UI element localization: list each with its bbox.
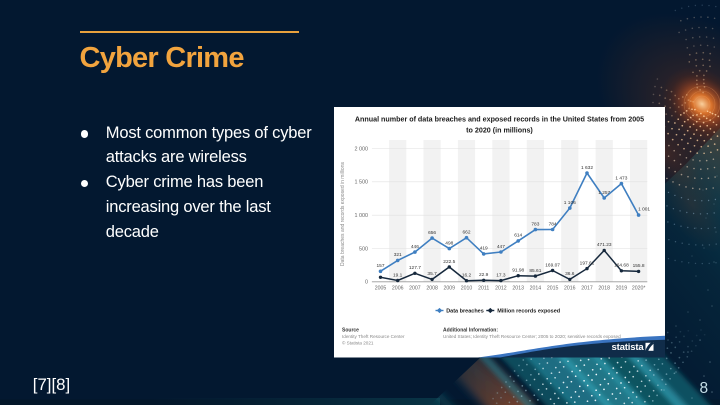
- svg-text:2011: 2011: [478, 285, 489, 291]
- svg-text:17.3: 17.3: [496, 272, 506, 278]
- svg-text:164.68: 164.68: [614, 263, 629, 269]
- svg-text:22.9: 22.9: [479, 272, 489, 278]
- svg-text:2009: 2009: [444, 285, 456, 291]
- svg-text:2016: 2016: [564, 285, 576, 291]
- svg-text:321: 321: [394, 252, 402, 258]
- svg-text:471.23: 471.23: [597, 242, 612, 248]
- svg-text:2018: 2018: [598, 285, 610, 291]
- svg-text:447: 447: [497, 244, 505, 250]
- svg-text:1 106: 1 106: [564, 200, 576, 206]
- svg-text:Data breaches: Data breaches: [446, 309, 484, 315]
- svg-text:91.98: 91.98: [512, 268, 524, 274]
- svg-text:169.07: 169.07: [545, 262, 560, 268]
- svg-text:1 001: 1 001: [638, 206, 650, 212]
- svg-text:1 000: 1 000: [355, 213, 369, 219]
- svg-text:197.61: 197.61: [580, 260, 595, 266]
- svg-text:to 2020 (in millions): to 2020 (in millions): [466, 127, 533, 135]
- svg-text:498: 498: [445, 240, 453, 246]
- svg-text:446: 446: [411, 244, 419, 250]
- svg-text:500: 500: [359, 246, 368, 252]
- svg-text:784: 784: [549, 221, 557, 227]
- svg-text:2015: 2015: [547, 285, 559, 291]
- svg-text:2020*: 2020*: [632, 285, 646, 291]
- svg-text:2006: 2006: [392, 285, 404, 291]
- svg-text:United States; Identity Theft: United States; Identity Theft Resource C…: [443, 334, 621, 339]
- svg-text:155.8: 155.8: [633, 263, 645, 269]
- svg-text:157: 157: [376, 263, 384, 269]
- svg-text:2010: 2010: [461, 285, 473, 291]
- svg-text:Million records exposed: Million records exposed: [497, 309, 560, 315]
- svg-text:2007: 2007: [409, 285, 421, 291]
- svg-text:1 257: 1 257: [598, 190, 610, 196]
- svg-text:Identity Theft Resource Center: Identity Theft Resource Center: [342, 334, 405, 339]
- svg-text:© Statista 2021: © Statista 2021: [342, 340, 374, 346]
- svg-text:2008: 2008: [426, 285, 438, 291]
- svg-text:662: 662: [462, 230, 470, 236]
- svg-text:1 500: 1 500: [355, 180, 369, 186]
- svg-text:2012: 2012: [495, 285, 507, 291]
- svg-text:1 632: 1 632: [581, 165, 593, 171]
- svg-text:2005: 2005: [375, 285, 387, 291]
- svg-text:222.5: 222.5: [443, 259, 455, 265]
- svg-text:2014: 2014: [530, 285, 542, 291]
- svg-text:2017: 2017: [581, 285, 593, 291]
- svg-text:2019: 2019: [616, 285, 628, 291]
- svg-text:19.1: 19.1: [393, 272, 403, 278]
- svg-text:85.61: 85.61: [529, 268, 541, 274]
- svg-text:0: 0: [365, 280, 368, 286]
- svg-text:Data breaches and records expo: Data breaches and records exposed in mil…: [340, 162, 346, 266]
- svg-text:Additional Information:: Additional Information:: [443, 328, 498, 334]
- svg-text:35.7: 35.7: [427, 271, 437, 277]
- svg-text:1 473: 1 473: [615, 175, 627, 181]
- svg-text:2013: 2013: [512, 285, 524, 291]
- svg-text:127.7: 127.7: [409, 265, 421, 271]
- svg-text:2 000: 2 000: [355, 146, 369, 152]
- svg-text:Annual number of data breaches: Annual number of data breaches and expos…: [355, 116, 644, 124]
- svg-text:419: 419: [480, 246, 488, 252]
- svg-text:16.2: 16.2: [462, 273, 472, 279]
- svg-text:statista: statista: [612, 342, 645, 353]
- svg-text:36.6: 36.6: [565, 271, 575, 277]
- svg-text:Source: Source: [342, 328, 359, 334]
- svg-text:783: 783: [531, 221, 539, 227]
- svg-text:614: 614: [514, 233, 522, 239]
- svg-text:656: 656: [428, 230, 436, 236]
